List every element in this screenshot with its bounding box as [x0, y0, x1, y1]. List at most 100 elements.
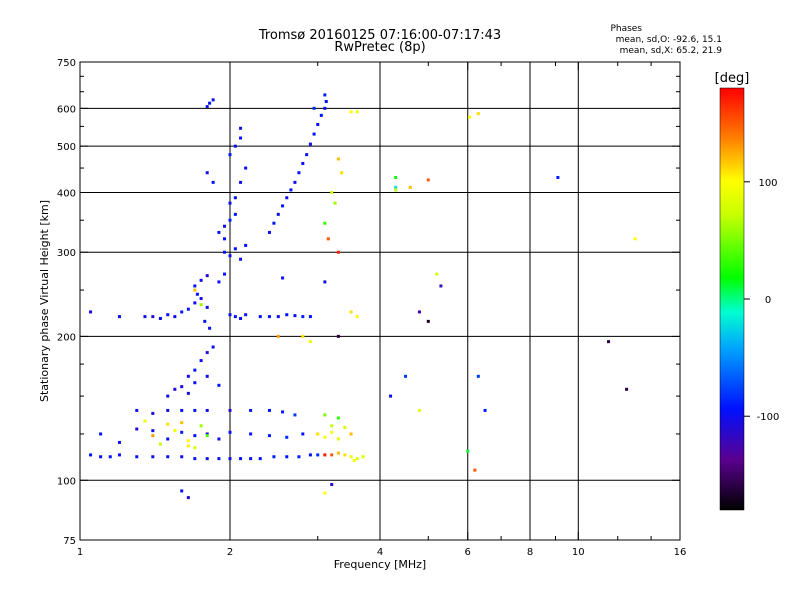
data-point — [308, 453, 312, 457]
data-point — [233, 196, 237, 200]
data-point — [417, 408, 421, 412]
data-point — [349, 455, 353, 459]
data-point — [426, 319, 430, 323]
data-point — [151, 429, 155, 433]
data-point — [403, 374, 407, 378]
data-point — [301, 315, 305, 319]
y-tick-label: 75 — [63, 536, 76, 547]
data-point — [211, 98, 215, 102]
data-point — [281, 410, 285, 414]
data-point — [135, 455, 139, 459]
data-point — [199, 297, 203, 301]
data-point — [267, 230, 271, 234]
chart-subtitle: RwPretec (8p) — [334, 40, 426, 55]
data-point — [293, 413, 297, 417]
data-point — [193, 301, 197, 305]
data-point — [483, 408, 487, 412]
data-point — [208, 101, 212, 105]
data-point — [205, 374, 209, 378]
data-point — [228, 201, 232, 205]
data-point — [117, 315, 121, 319]
data-point — [89, 453, 93, 457]
data-point — [272, 221, 276, 225]
x-tick-label: 1 — [77, 547, 83, 558]
data-point — [135, 408, 139, 412]
data-point — [281, 276, 285, 280]
data-point — [135, 427, 139, 431]
data-point — [151, 455, 155, 459]
data-point — [195, 292, 199, 296]
data-point — [276, 212, 280, 216]
y-tick-label: 200 — [57, 332, 76, 343]
data-point — [244, 166, 248, 170]
data-point — [158, 442, 162, 446]
data-point — [180, 408, 184, 412]
y-tick-label: 750 — [57, 58, 76, 69]
data-point — [408, 185, 412, 189]
data-point — [323, 435, 327, 439]
data-point — [426, 178, 430, 182]
data-point — [625, 387, 629, 391]
data-points — [89, 93, 637, 500]
data-point — [323, 413, 327, 417]
data-point — [330, 430, 334, 434]
data-point — [289, 188, 293, 192]
y-tick-label: 500 — [57, 142, 76, 153]
data-point — [333, 201, 337, 205]
data-point — [473, 468, 477, 472]
data-point — [466, 449, 470, 453]
data-point — [323, 106, 327, 110]
data-point — [336, 451, 340, 455]
data-point — [336, 334, 340, 338]
x-tick-label: 8 — [527, 547, 533, 558]
stats-title: Phases — [610, 24, 642, 34]
data-point — [285, 455, 289, 459]
data-point — [267, 315, 271, 319]
data-point — [330, 424, 334, 428]
data-point — [233, 212, 237, 216]
data-point — [228, 408, 232, 412]
x-tick-label: 6 — [465, 547, 471, 558]
data-point — [258, 457, 262, 461]
data-point — [249, 457, 253, 461]
data-point — [233, 144, 237, 148]
data-point — [435, 272, 439, 276]
data-point — [258, 315, 262, 319]
data-point — [205, 305, 209, 309]
data-point — [343, 453, 347, 457]
data-point — [323, 491, 327, 495]
data-point — [285, 313, 289, 317]
data-point — [217, 457, 221, 461]
x-axis-label: Frequency [MHz] — [334, 558, 426, 571]
data-point — [203, 319, 207, 323]
data-point — [308, 315, 312, 319]
data-point — [468, 115, 472, 119]
grid-lines — [80, 62, 680, 540]
data-point — [239, 180, 243, 184]
data-point — [151, 315, 155, 319]
stats-x-mode: mean, sd,X: 65.2, 21.9 — [619, 46, 722, 56]
data-point — [180, 455, 184, 459]
data-point — [143, 419, 147, 423]
data-point — [199, 359, 203, 363]
data-point — [281, 204, 285, 208]
data-point — [394, 185, 398, 189]
data-point — [323, 453, 327, 457]
data-point — [117, 440, 121, 444]
data-point — [267, 434, 271, 438]
data-point — [330, 482, 334, 486]
data-point — [228, 457, 232, 461]
data-point — [89, 310, 93, 314]
data-point — [323, 221, 327, 225]
data-point — [180, 489, 184, 493]
data-point — [343, 425, 347, 429]
data-point — [607, 340, 611, 344]
data-point — [186, 444, 190, 448]
data-point — [193, 381, 197, 385]
colorbar — [719, 87, 745, 511]
data-point — [211, 345, 215, 349]
data-point — [297, 455, 301, 459]
data-point — [394, 175, 398, 179]
data-point — [330, 190, 334, 194]
